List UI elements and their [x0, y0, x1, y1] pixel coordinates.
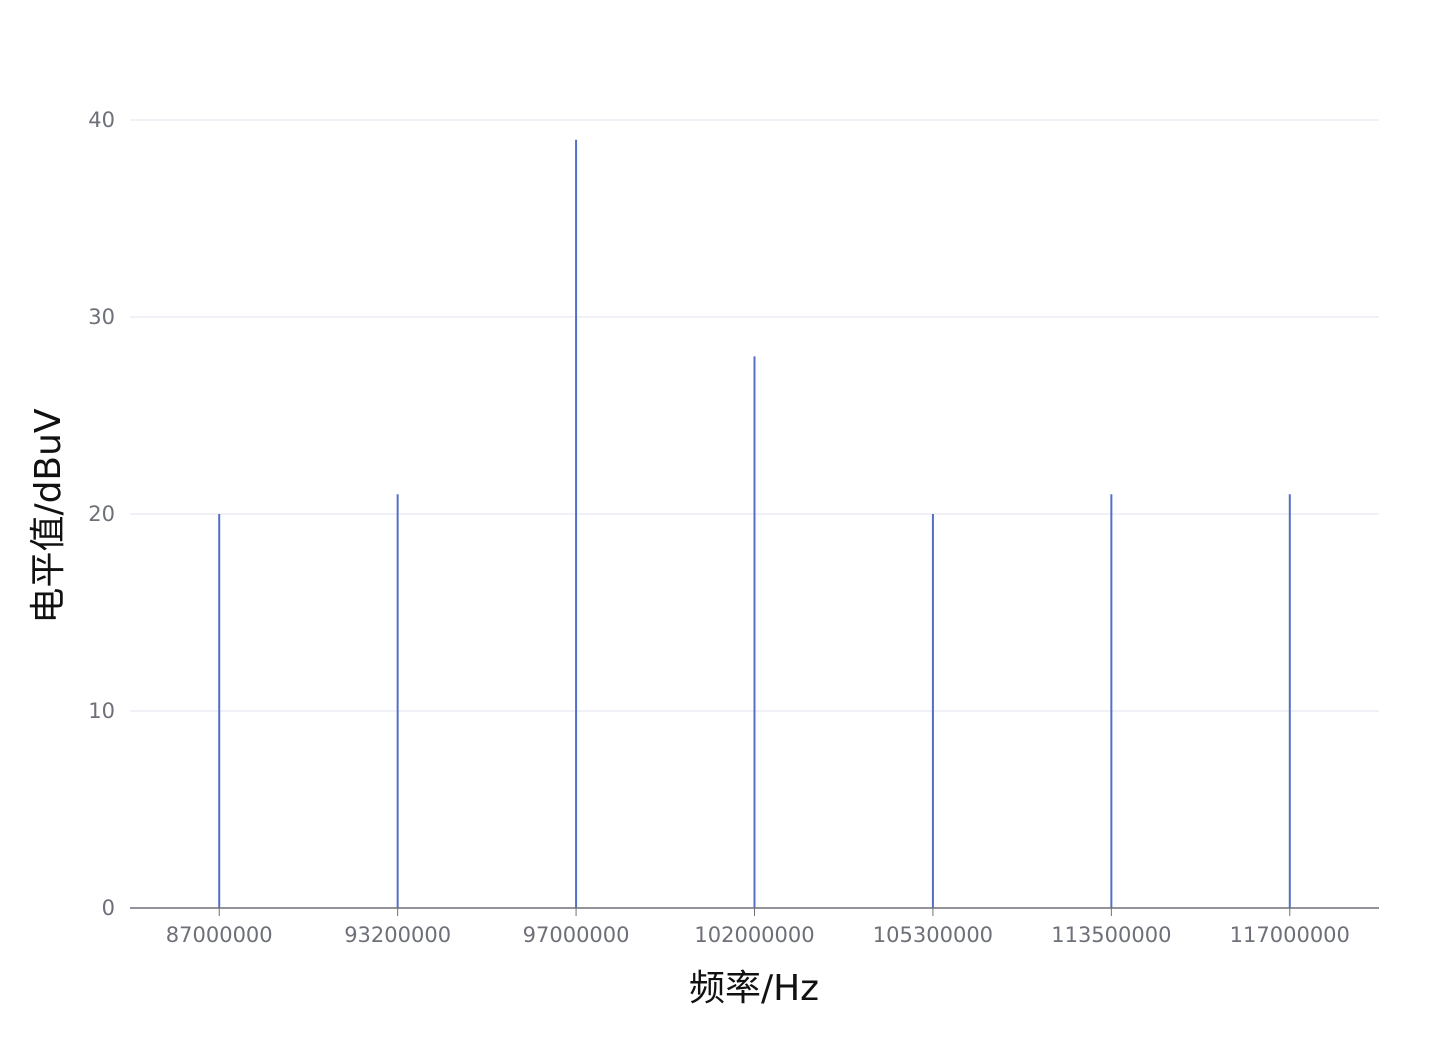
x-tick-label: 117000000 — [1230, 923, 1350, 947]
y-tick-label: 10 — [88, 699, 115, 723]
x-tick-label: 97000000 — [523, 923, 630, 947]
y-tick-label: 20 — [88, 502, 115, 526]
x-tick-label: 93200000 — [344, 923, 451, 947]
stem-layer — [218, 139, 1291, 908]
x-axis-title: 频率/Hz — [689, 968, 819, 1009]
y-tick-label: 0 — [102, 896, 115, 920]
y-axis-title: 电平值/dBuV — [28, 408, 69, 623]
label-layer: 0 10 20 30 40 87000000 93200000 97000000 1020000… — [88, 108, 1350, 947]
y-tick-label: 30 — [88, 305, 115, 329]
x-tick-label: 105300000 — [873, 923, 993, 947]
y-tick-label: 40 — [88, 108, 115, 132]
axis-layer — [130, 907, 1379, 916]
x-tick-label: 102000000 — [694, 923, 814, 947]
x-tick-label: 87000000 — [166, 923, 273, 947]
x-tick-label: 113500000 — [1051, 923, 1171, 947]
